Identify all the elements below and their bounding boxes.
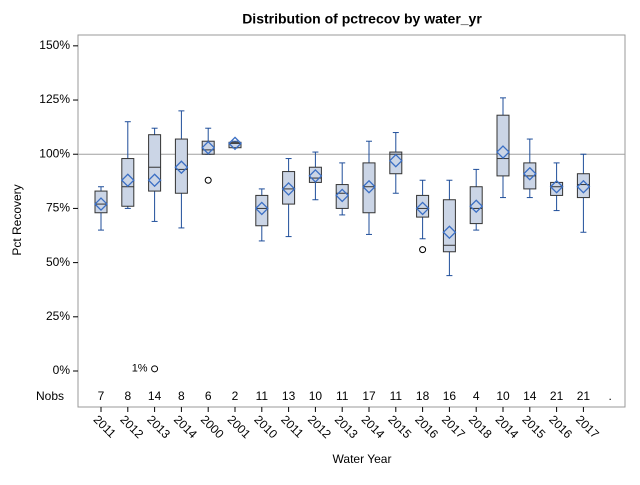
nobs-value: 21 [550, 389, 564, 403]
outlier [151, 365, 159, 373]
mean-marker [469, 199, 484, 214]
nobs-value: 6 [205, 389, 212, 403]
nobs-value: 14 [523, 389, 537, 403]
mean-marker [94, 197, 108, 212]
nobs-value: 21 [577, 389, 591, 403]
mean-marker [442, 225, 457, 240]
nobs-value: 16 [443, 389, 457, 403]
y-tick-label: 100% [39, 146, 70, 160]
outlier [204, 176, 212, 184]
mean-marker [335, 188, 350, 203]
box [174, 138, 188, 194]
box [255, 194, 269, 227]
nobs-value: 11 [256, 389, 269, 403]
mean-marker [201, 140, 216, 155]
mean-marker [147, 173, 162, 188]
mean-marker [496, 145, 510, 159]
mean-marker [388, 153, 403, 168]
mean-marker [362, 179, 376, 194]
y-tick-label: 75% [46, 201, 70, 215]
nobs-value: 11 [336, 389, 349, 403]
mean-marker [281, 181, 296, 196]
nobs-value: 14 [148, 389, 162, 403]
nobs-value: 13 [282, 389, 296, 403]
mean-marker [549, 179, 564, 194]
y-axis-title: Pct Recovery [10, 184, 24, 255]
y-tick-label: 125% [39, 92, 70, 106]
outlier-label: 1% [132, 363, 148, 375]
box [362, 162, 376, 214]
nobs-value: 7 [98, 389, 105, 403]
mean-marker [415, 201, 430, 216]
nobs-value: 2 [232, 389, 239, 403]
box [335, 184, 349, 209]
y-tick-label: 50% [46, 255, 70, 269]
mean-marker [174, 160, 189, 175]
mean-marker [120, 173, 135, 188]
nobs-value: 18 [416, 389, 430, 403]
outlier [419, 246, 427, 254]
box [121, 158, 135, 207]
y-tick-label: 150% [39, 38, 70, 52]
plot-frame [77, 34, 626, 408]
mean-marker [228, 136, 242, 151]
y-tick-label: 0% [53, 363, 71, 377]
mean-marker [308, 168, 323, 183]
nobs-label: Nobs [36, 389, 64, 403]
nobs-value: . [609, 389, 612, 403]
x-axis-title: Water Year [333, 452, 392, 466]
box [228, 141, 242, 149]
chart-title: Distribution of pctrecov by water_yr [242, 11, 482, 27]
mean-marker [522, 166, 537, 181]
nobs-value: 10 [496, 389, 510, 403]
box [201, 140, 215, 155]
nobs-value: 8 [124, 389, 131, 403]
box [550, 181, 564, 196]
mean-marker [254, 201, 269, 216]
box [282, 171, 296, 205]
nobs-value: 10 [309, 389, 323, 403]
mean-marker [576, 179, 591, 194]
nobs-value: 17 [362, 389, 376, 403]
box [469, 186, 483, 225]
nobs-value: 8 [178, 389, 185, 403]
nobs-value: 11 [390, 389, 403, 403]
y-tick-label: 25% [46, 309, 70, 323]
nobs-value: 4 [473, 389, 480, 403]
box [576, 173, 590, 199]
